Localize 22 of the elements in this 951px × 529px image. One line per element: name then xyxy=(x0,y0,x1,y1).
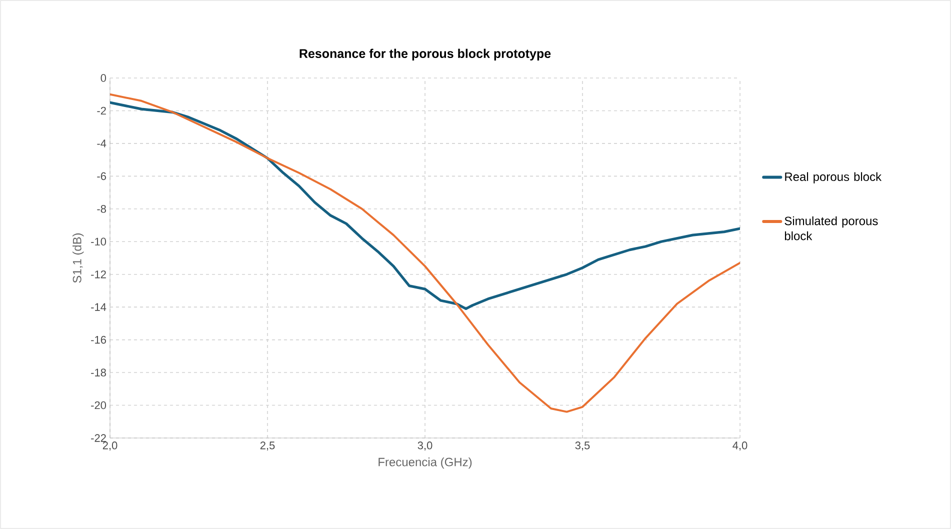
x-axis-title: Frecuencia (GHz) xyxy=(378,457,472,469)
y-axis-title: S1,1 (dB) xyxy=(72,233,84,283)
y-tick-label: 0 xyxy=(100,74,106,82)
y-tick-label: -8 xyxy=(97,205,106,213)
legend-label: Real porous block xyxy=(785,172,882,184)
y-tick-label: -6 xyxy=(97,172,106,180)
x-tick-label: 4,0 xyxy=(732,442,748,451)
y-tick-label: -2 xyxy=(97,106,106,115)
x-tick-label: 2,0 xyxy=(102,442,118,451)
x-tick-label: 2,5 xyxy=(260,442,275,451)
y-tick-label: -14 xyxy=(91,303,106,311)
y-tick-label: -16 xyxy=(91,336,106,344)
x-tick-label: 3,0 xyxy=(418,442,432,451)
y-tick-label: -10 xyxy=(91,238,106,246)
chart-title: Resonance for the porous block prototype xyxy=(300,48,551,60)
y-tick-label: -22 xyxy=(91,434,106,442)
y-tick-label: -12 xyxy=(91,270,106,278)
x-tick-label: 3,5 xyxy=(575,442,590,451)
y-tick-label: -20 xyxy=(91,401,106,410)
y-tick-label: -4 xyxy=(97,140,106,148)
y-tick-label: -18 xyxy=(91,368,106,376)
legend-label: Simulated porous block xyxy=(784,216,878,240)
